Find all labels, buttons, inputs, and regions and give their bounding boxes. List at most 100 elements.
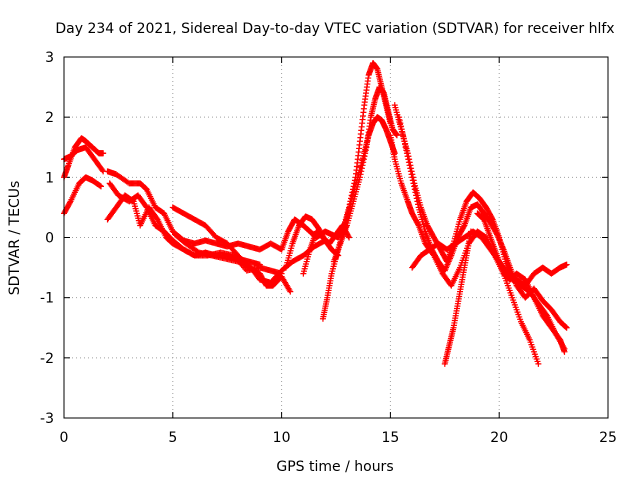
y-tick-label: 3 bbox=[45, 50, 54, 66]
data-point bbox=[235, 258, 242, 265]
data-point bbox=[362, 150, 369, 157]
data-point bbox=[396, 117, 403, 124]
data-point bbox=[142, 203, 149, 210]
data-point bbox=[387, 120, 394, 127]
data-point bbox=[347, 198, 354, 205]
data-point bbox=[398, 123, 405, 130]
data-point bbox=[407, 168, 414, 175]
data-point bbox=[467, 228, 474, 235]
data-point bbox=[411, 183, 418, 190]
data-point bbox=[346, 234, 353, 241]
data-point bbox=[397, 120, 404, 127]
data-point bbox=[245, 263, 252, 270]
x-tick-label: 25 bbox=[599, 430, 617, 446]
data-point bbox=[409, 174, 416, 181]
data-point bbox=[460, 223, 467, 230]
data-point bbox=[236, 259, 243, 266]
data-point bbox=[563, 324, 570, 331]
data-point bbox=[357, 171, 364, 178]
data-point bbox=[405, 159, 412, 166]
data-point bbox=[351, 177, 358, 184]
series-track-14 bbox=[339, 60, 394, 235]
data-point bbox=[404, 153, 411, 160]
data-point bbox=[415, 221, 422, 228]
series-track-20 bbox=[474, 210, 568, 355]
data-point bbox=[360, 156, 367, 163]
data-point bbox=[415, 201, 422, 208]
data-point bbox=[358, 168, 365, 175]
plot-frame bbox=[63, 56, 609, 419]
data-point bbox=[97, 183, 104, 190]
data-points bbox=[61, 60, 570, 367]
data-point bbox=[410, 180, 417, 187]
x-tick-label: 0 bbox=[60, 430, 69, 446]
data-point bbox=[244, 262, 251, 269]
data-point bbox=[349, 186, 356, 193]
data-point bbox=[348, 192, 355, 199]
y-tick-label: 1 bbox=[45, 170, 54, 186]
x-tick-label: 15 bbox=[381, 430, 399, 446]
data-point bbox=[346, 204, 353, 211]
data-point bbox=[361, 153, 368, 160]
data-point bbox=[359, 162, 366, 169]
data-point bbox=[412, 189, 419, 196]
data-point bbox=[97, 182, 104, 189]
series-track-2 bbox=[61, 144, 107, 175]
data-point bbox=[153, 215, 160, 222]
x-tick-label: 5 bbox=[168, 430, 177, 446]
data-point bbox=[346, 201, 353, 208]
data-point bbox=[403, 147, 410, 154]
series-track-4 bbox=[104, 168, 285, 253]
data-point bbox=[358, 165, 365, 172]
data-point bbox=[407, 165, 414, 172]
data-point bbox=[479, 215, 486, 222]
data-point bbox=[345, 233, 352, 240]
data-point bbox=[406, 162, 413, 169]
y-tick-label: 0 bbox=[45, 231, 54, 247]
x-tick-label: 20 bbox=[490, 430, 508, 446]
x-tick-label: 10 bbox=[273, 430, 291, 446]
data-point bbox=[360, 159, 367, 166]
data-point bbox=[240, 260, 247, 267]
data-point bbox=[398, 126, 405, 133]
chart-title: Day 234 of 2021, Sidereal Day-to-day VTE… bbox=[55, 21, 614, 37]
data-point bbox=[402, 144, 409, 151]
y-tick-label: -1 bbox=[40, 291, 54, 307]
data-point bbox=[400, 135, 407, 142]
data-point bbox=[396, 114, 403, 121]
data-point bbox=[348, 195, 355, 202]
series-track-13 bbox=[330, 84, 400, 265]
data-point bbox=[414, 198, 421, 205]
data-point bbox=[400, 132, 407, 139]
series-track-19 bbox=[441, 228, 474, 367]
data-point bbox=[287, 288, 294, 295]
x-axis-label: GPS time / hours bbox=[276, 459, 393, 475]
data-point bbox=[403, 150, 410, 157]
data-point bbox=[561, 348, 568, 355]
data-point bbox=[562, 323, 569, 330]
data-point bbox=[241, 261, 248, 268]
data-point bbox=[99, 167, 106, 174]
data-point bbox=[142, 185, 149, 192]
series-track-8 bbox=[171, 231, 329, 286]
data-point bbox=[563, 324, 570, 331]
data-point bbox=[401, 138, 408, 145]
data-point bbox=[411, 186, 418, 193]
data-point bbox=[563, 261, 570, 268]
data-point bbox=[413, 195, 420, 202]
y-axis-label: SDTVAR / TECUs bbox=[7, 181, 23, 296]
data-point bbox=[100, 150, 107, 157]
data-point bbox=[409, 177, 416, 184]
data-point bbox=[351, 180, 358, 187]
y-tick-label: 2 bbox=[45, 110, 54, 126]
y-tick-label: -2 bbox=[40, 351, 54, 367]
data-point bbox=[405, 156, 412, 163]
data-point bbox=[242, 262, 249, 269]
data-point bbox=[408, 171, 415, 178]
data-point bbox=[237, 259, 244, 266]
data-point bbox=[349, 189, 356, 196]
y-tick-label: -3 bbox=[40, 411, 54, 427]
data-point bbox=[393, 132, 400, 139]
series-track-17 bbox=[396, 114, 570, 331]
